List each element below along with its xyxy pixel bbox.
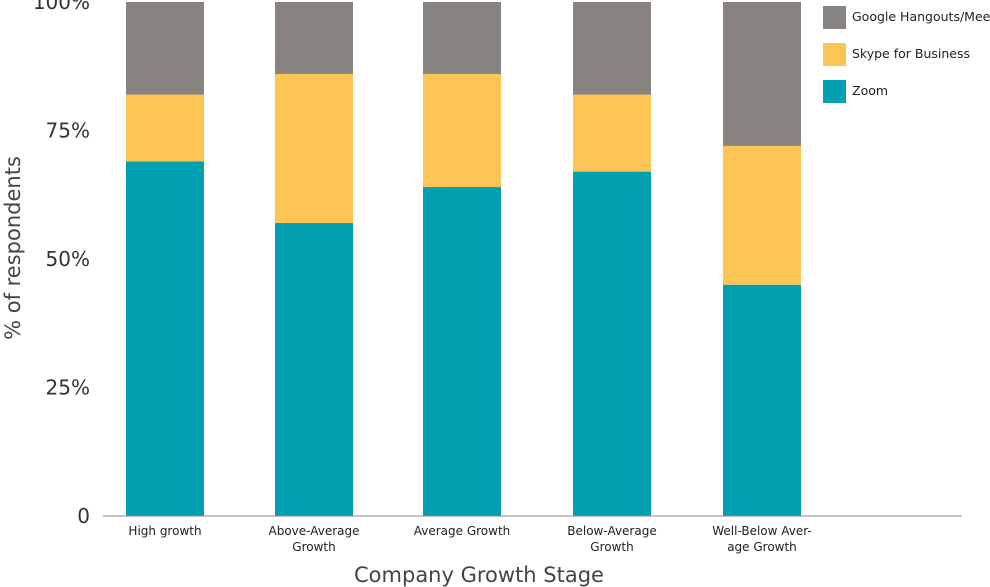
x-category-label-3: Average Growth <box>414 524 511 538</box>
x-category-label-5-line-2: age Growth <box>727 540 797 554</box>
x-category-label-2-line-2: Growth <box>292 540 335 554</box>
y-tick-label-50: 50% <box>46 247 90 271</box>
x-category-label-2-line-1: Above-Average <box>269 524 360 538</box>
y-tick-label-75: 75% <box>46 119 90 143</box>
y-tick-label-25: 25% <box>46 376 90 400</box>
bars-layer <box>126 2 801 517</box>
bar-zoom-2 <box>275 223 353 516</box>
legend-label-google-hangouts-meet: Google Hangouts/Meet <box>852 9 990 24</box>
bar-zoom-1 <box>126 161 204 516</box>
y-tick-label-100: 100% <box>33 0 90 14</box>
legend: Google Hangouts/Meet Skype for Business Zo… <box>823 6 990 103</box>
bar-skype-for-business-3 <box>423 73 501 188</box>
x-category-label-5-line-1: Well-Below Aver- <box>712 524 812 538</box>
bar-google-hangouts-meet-5 <box>723 2 801 146</box>
bar-skype-for-business-2 <box>275 73 353 224</box>
bar-skype-for-business-4 <box>573 94 651 172</box>
bar-google-hangouts-meet-3 <box>423 2 501 74</box>
y-tick-labels: 0 25% 50% 75% 100% <box>33 0 90 528</box>
y-axis-title: % of respondents <box>1 156 25 340</box>
legend-swatch-google-hangouts-meet <box>823 6 846 29</box>
y-tick-label-0: 0 <box>77 504 90 528</box>
legend-swatch-skype-for-business <box>823 43 846 66</box>
bar-google-hangouts-meet-2 <box>275 2 353 74</box>
bar-google-hangouts-meet-4 <box>573 2 651 95</box>
bar-zoom-3 <box>423 187 501 517</box>
bar-skype-for-business-1 <box>126 94 204 162</box>
bar-zoom-5 <box>723 284 801 516</box>
bar-google-hangouts-meet-1 <box>126 2 204 95</box>
legend-swatch-zoom <box>823 80 846 103</box>
x-axis-title: Company Growth Stage <box>354 563 604 587</box>
bar-skype-for-business-5 <box>723 145 801 285</box>
x-category-label-1: High growth <box>128 524 201 538</box>
x-category-label-4-line-2: Growth <box>590 540 633 554</box>
x-category-label-4-line-1: Below-Average <box>567 524 656 538</box>
legend-label-skype-for-business: Skype for Business <box>852 46 970 61</box>
legend-label-zoom: Zoom <box>852 83 888 98</box>
x-category-labels: High growth Above-Average Growth Average Gr… <box>128 524 811 554</box>
bar-zoom-4 <box>573 171 651 516</box>
